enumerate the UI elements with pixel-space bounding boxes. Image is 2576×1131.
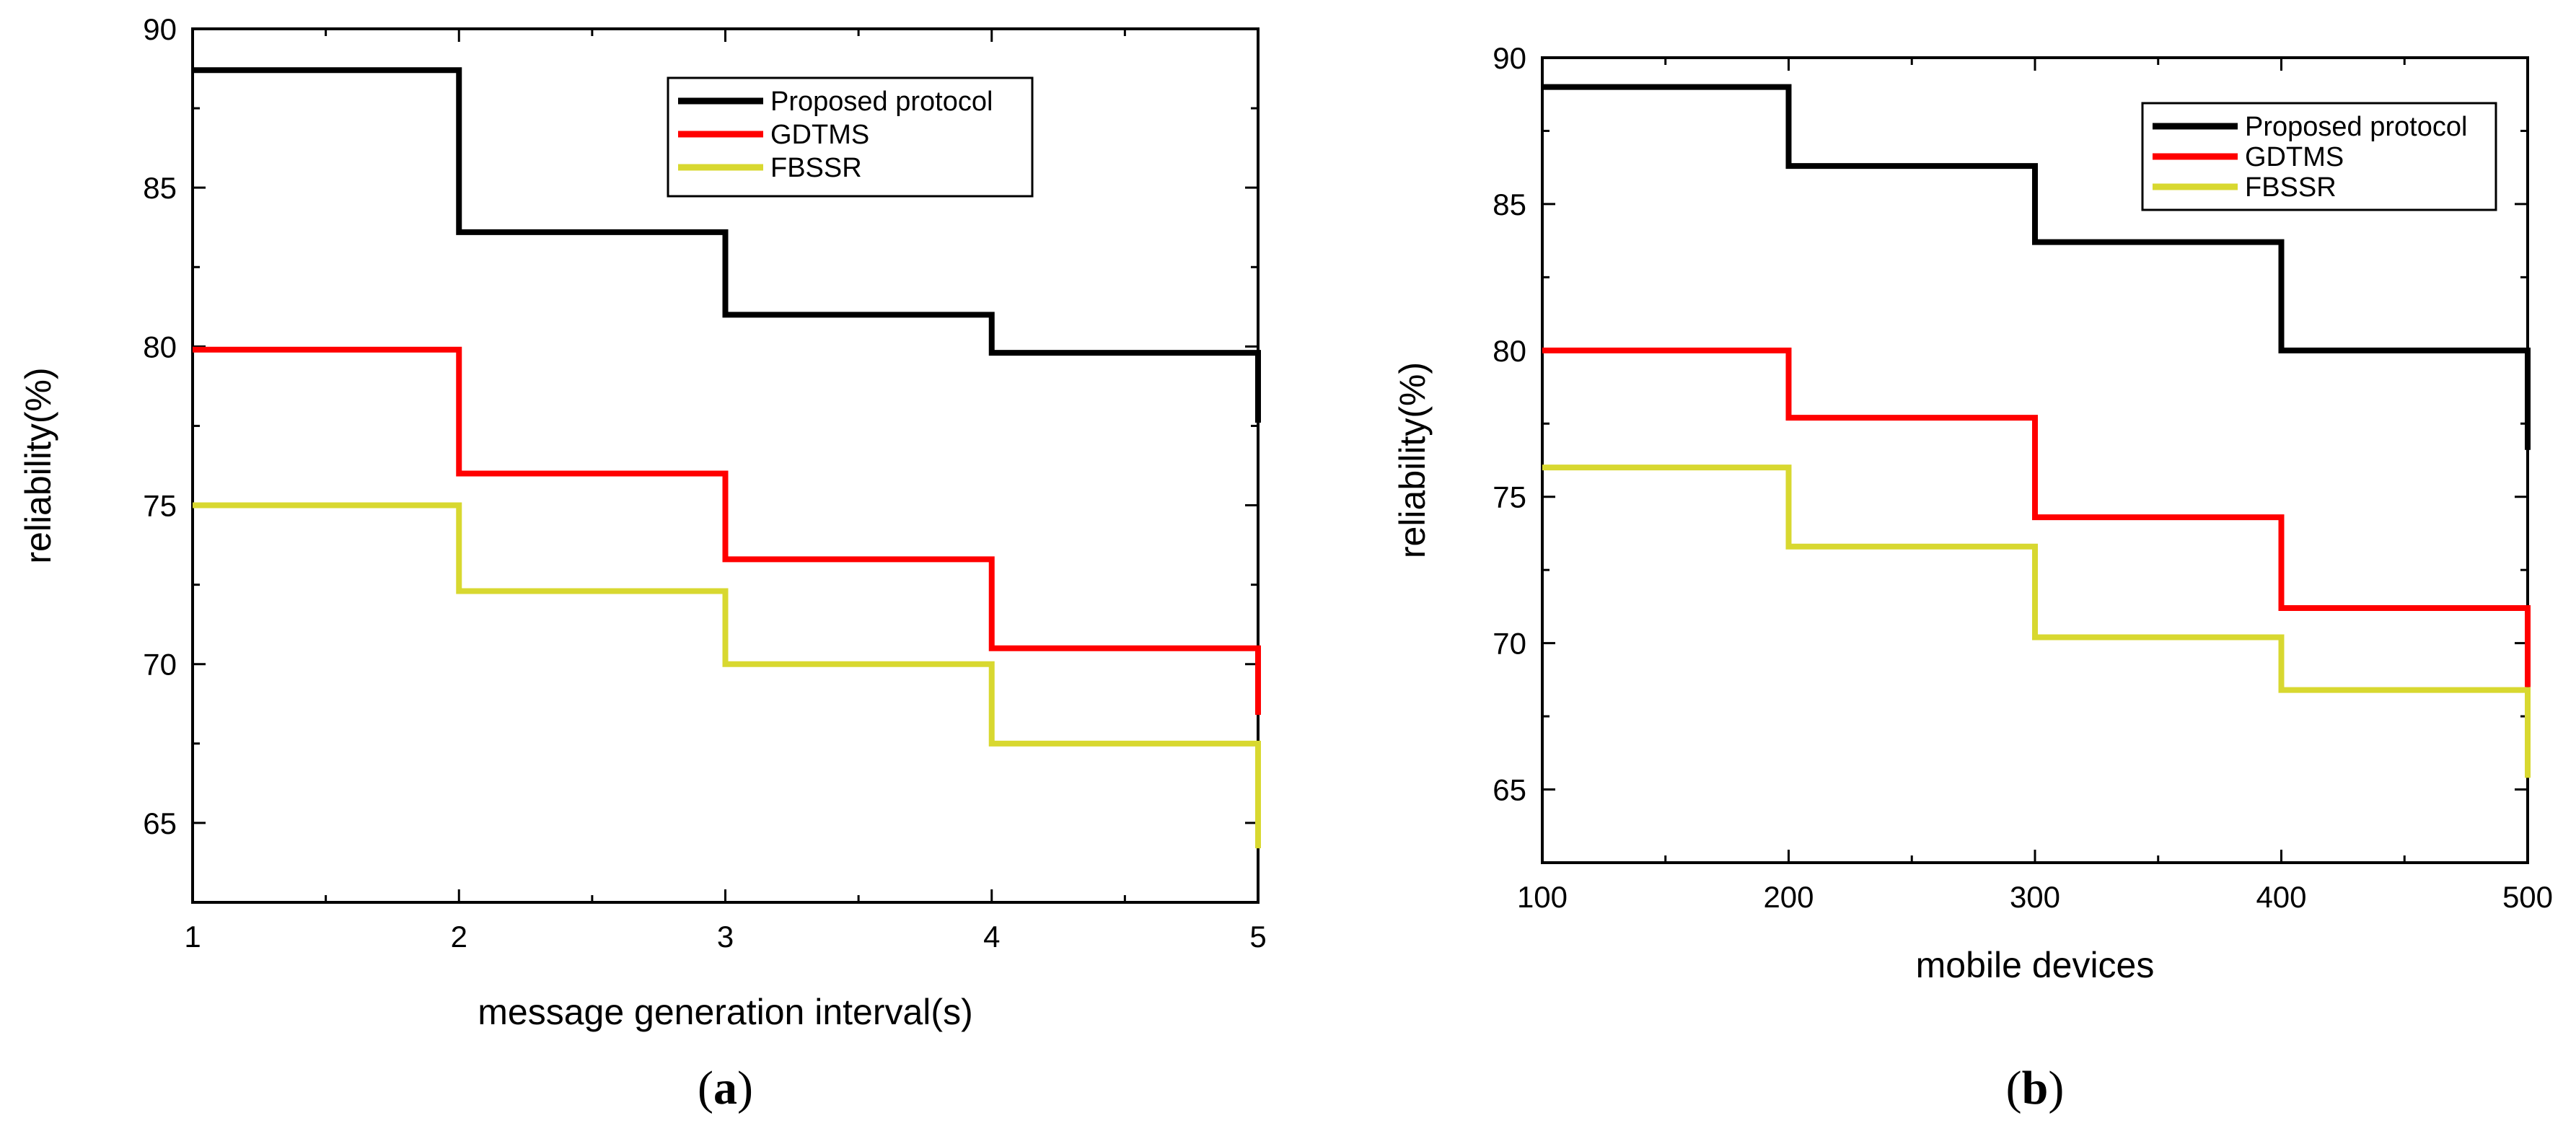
- legend-label: FBSSR: [2245, 172, 2337, 203]
- x-tick-label: 2: [451, 920, 467, 954]
- x-tick-label: 100: [1517, 880, 1568, 914]
- series-line-fbssr: [1542, 465, 2531, 778]
- x-tick-label: 5: [1249, 920, 1266, 954]
- x-tick-label: 200: [1763, 880, 1814, 914]
- y-tick-label: 75: [143, 489, 177, 523]
- chart-a: 1 2 3 4 5 65 70 75 80 85 90 Proposed protocolGDTMSF…: [18, 12, 1267, 1114]
- x-tick-label: 300: [2010, 880, 2060, 914]
- series-line-proposed-protocol: [1542, 84, 2531, 450]
- chart-b: 100 200 300 400 500 65 70 75 80 85 90 Proposed prot…: [1392, 41, 2553, 1114]
- series-line-fbssr: [193, 502, 1261, 849]
- x-tick-label: 400: [2256, 880, 2306, 914]
- x-axis-label: mobile devices: [1916, 945, 2155, 985]
- legend-label: GDTMS: [2245, 142, 2344, 172]
- y-tick-label: 80: [1493, 334, 1526, 368]
- x-tick-label: 500: [2502, 880, 2553, 914]
- y-tick-label: 85: [1493, 188, 1526, 221]
- y-axis-label: reliability(%): [18, 367, 58, 563]
- y-tick-label: 65: [1493, 773, 1526, 807]
- panel-label: (b): [2006, 1062, 2065, 1114]
- y-tick-label: 70: [1493, 627, 1526, 661]
- legend-label: FBSSR: [770, 153, 862, 183]
- y-tick-label: 80: [143, 330, 177, 364]
- y-tick-label: 90: [1493, 41, 1526, 75]
- y-tick-label: 75: [1493, 480, 1526, 514]
- x-tick-label: 1: [184, 920, 201, 954]
- y-tick-label: 70: [143, 648, 177, 682]
- legend-label: Proposed protocol: [770, 87, 993, 117]
- series-line-proposed-protocol: [193, 67, 1261, 423]
- y-axis-label: reliability(%): [1392, 362, 1433, 558]
- series-line-gdtms: [193, 346, 1261, 716]
- y-tick-label: 90: [143, 12, 177, 46]
- x-axis-label: message generation interval(s): [478, 992, 972, 1032]
- x-tick-label: 3: [717, 920, 734, 954]
- y-tick-label: 85: [143, 171, 177, 205]
- x-tick-label: 4: [983, 920, 1000, 954]
- panel-label: (a): [698, 1062, 753, 1114]
- legend-label: Proposed protocol: [2245, 112, 2467, 142]
- legend-label: GDTMS: [770, 120, 869, 150]
- y-tick-label: 65: [143, 806, 177, 840]
- series-line-gdtms: [1542, 347, 2531, 687]
